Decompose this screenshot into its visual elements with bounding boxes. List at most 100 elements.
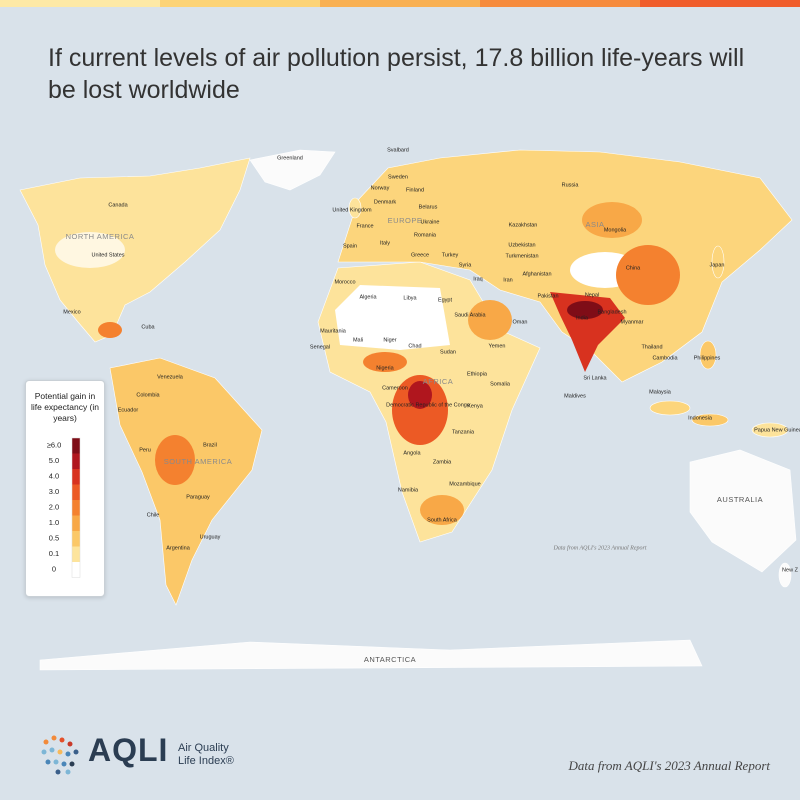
country-label: United Kingdom [332, 207, 372, 213]
country-label: Svalbard [387, 147, 409, 153]
country-label: Peru [139, 447, 151, 453]
legend-label: 3.0 [49, 487, 59, 496]
country-label: India [576, 315, 589, 321]
legend-scale: ≥6.0 5.0 4.0 3.0 2.0 1.0 0.5 0.1 0 [47, 437, 81, 578]
hotspots [55, 202, 680, 525]
legend-label: 4.0 [49, 472, 59, 481]
country-label: Angola [403, 450, 421, 456]
legend-label: 0.1 [49, 549, 59, 558]
country-label: Japan [710, 262, 725, 268]
country-label: Kenya [467, 403, 484, 409]
logo: AQLI [88, 732, 169, 768]
country-label: United States [91, 252, 124, 258]
country-label: Cameroon [382, 385, 408, 391]
legend-swatch [72, 531, 80, 547]
country-label: Ethiopia [467, 371, 488, 377]
legend-swatch [72, 438, 80, 454]
legend-swatch [72, 484, 80, 500]
country-label: Norway [371, 185, 390, 191]
legend-swatch [72, 546, 80, 562]
country-label: Kazakhstan [509, 222, 538, 228]
country-label: Denmark [374, 199, 397, 205]
continent-label: SOUTH AMERICA [164, 457, 233, 466]
map-note: Data from AQLI's 2023 Annual Report [552, 544, 646, 551]
country-label: Brazil [203, 442, 217, 448]
country-label: Iran [503, 277, 512, 283]
country-label: Yemen [489, 343, 506, 349]
country-label: Uruguay [200, 534, 221, 540]
legend: Potential gain in life expectancy (in ye… [25, 380, 105, 597]
title: If current levels of air pollution persi… [48, 44, 745, 104]
country-label: Algeria [359, 294, 377, 300]
country-label: Argentina [166, 545, 190, 551]
top-bar [160, 0, 320, 7]
country-label: Finland [406, 187, 424, 193]
country-label: Morocco [334, 279, 355, 285]
country-label: South Africa [427, 517, 458, 523]
legend-label: 5.0 [49, 456, 59, 465]
country-label: Malaysia [649, 389, 672, 395]
top-bar [640, 0, 800, 7]
country-label: France [356, 223, 373, 229]
country-label: Pakistan [537, 293, 558, 299]
country-label: Libya [403, 295, 417, 301]
country-label: Ecuador [118, 407, 139, 413]
country-label: Turkey [442, 252, 459, 258]
country-label: Mali [353, 337, 363, 343]
country-label: Syria [459, 262, 472, 268]
country-label: Sudan [440, 349, 456, 355]
top-bar [480, 0, 640, 7]
country-label: Mauritania [320, 328, 347, 334]
legend-frame [71, 437, 81, 578]
legend-swatch [72, 515, 80, 531]
country-label: China [626, 265, 641, 271]
country-label: Tanzania [452, 429, 475, 435]
legend-swatch [72, 500, 80, 516]
legend-swatch [72, 562, 80, 578]
country-label: Democratic Republic of the Congo [386, 402, 470, 408]
country-label: Sri Lanka [583, 375, 607, 381]
country-label: Sweden [388, 174, 408, 180]
legend-label: ≥6.0 [47, 441, 62, 450]
country-label: Nepal [585, 292, 599, 298]
logo-mark [41, 735, 79, 775]
country-label: Mongolia [604, 227, 627, 233]
top-bar [0, 0, 160, 7]
country-label: Russia [562, 182, 580, 188]
continent-label: AUSTRALIA [717, 495, 763, 504]
country-label: Chad [408, 343, 421, 349]
country-label: Venezuela [157, 374, 184, 380]
country-label: Ukraine [421, 219, 440, 225]
country-label: Myanmar [621, 319, 644, 325]
country-label: Colombia [136, 392, 160, 398]
continent-label: EUROPE [388, 216, 423, 225]
legend-label: 2.0 [49, 503, 59, 512]
country-label: Maldives [564, 393, 586, 399]
country-label: Cuba [141, 324, 155, 330]
land [19, 149, 797, 671]
country-label: Thailand [641, 344, 662, 350]
legend-title: Potential gain in life expectancy (in ye… [30, 391, 100, 423]
country-label: Zambia [433, 459, 452, 465]
source: Data from AQLI's 2023 Annual Report [568, 758, 770, 773]
logo-subtitle: Air Quality Life Index® [178, 742, 234, 767]
country-label: Iraq [473, 276, 482, 282]
legend-swatch [72, 469, 80, 485]
continent-label: AFRICA [423, 377, 454, 386]
country-label: Papua New Guinea [754, 427, 800, 433]
country-label: Greece [411, 252, 429, 258]
country-label: New Z [782, 567, 799, 573]
country-label: Somalia [490, 381, 511, 387]
continent-label: ANTARCTICA [364, 655, 416, 664]
legend-label: 0 [52, 565, 56, 574]
country-label: Oman [513, 319, 528, 325]
country-label: Philippines [694, 355, 721, 361]
country-label: Nigeria [376, 365, 394, 371]
country-label: Turkmenistan [505, 253, 538, 259]
country-label: Uzbekistan [508, 242, 535, 248]
legend-swatch [72, 453, 80, 469]
country-label: Chile [147, 512, 160, 518]
country-label: Saudi Arabia [454, 312, 486, 318]
country-label: Spain [343, 243, 357, 249]
